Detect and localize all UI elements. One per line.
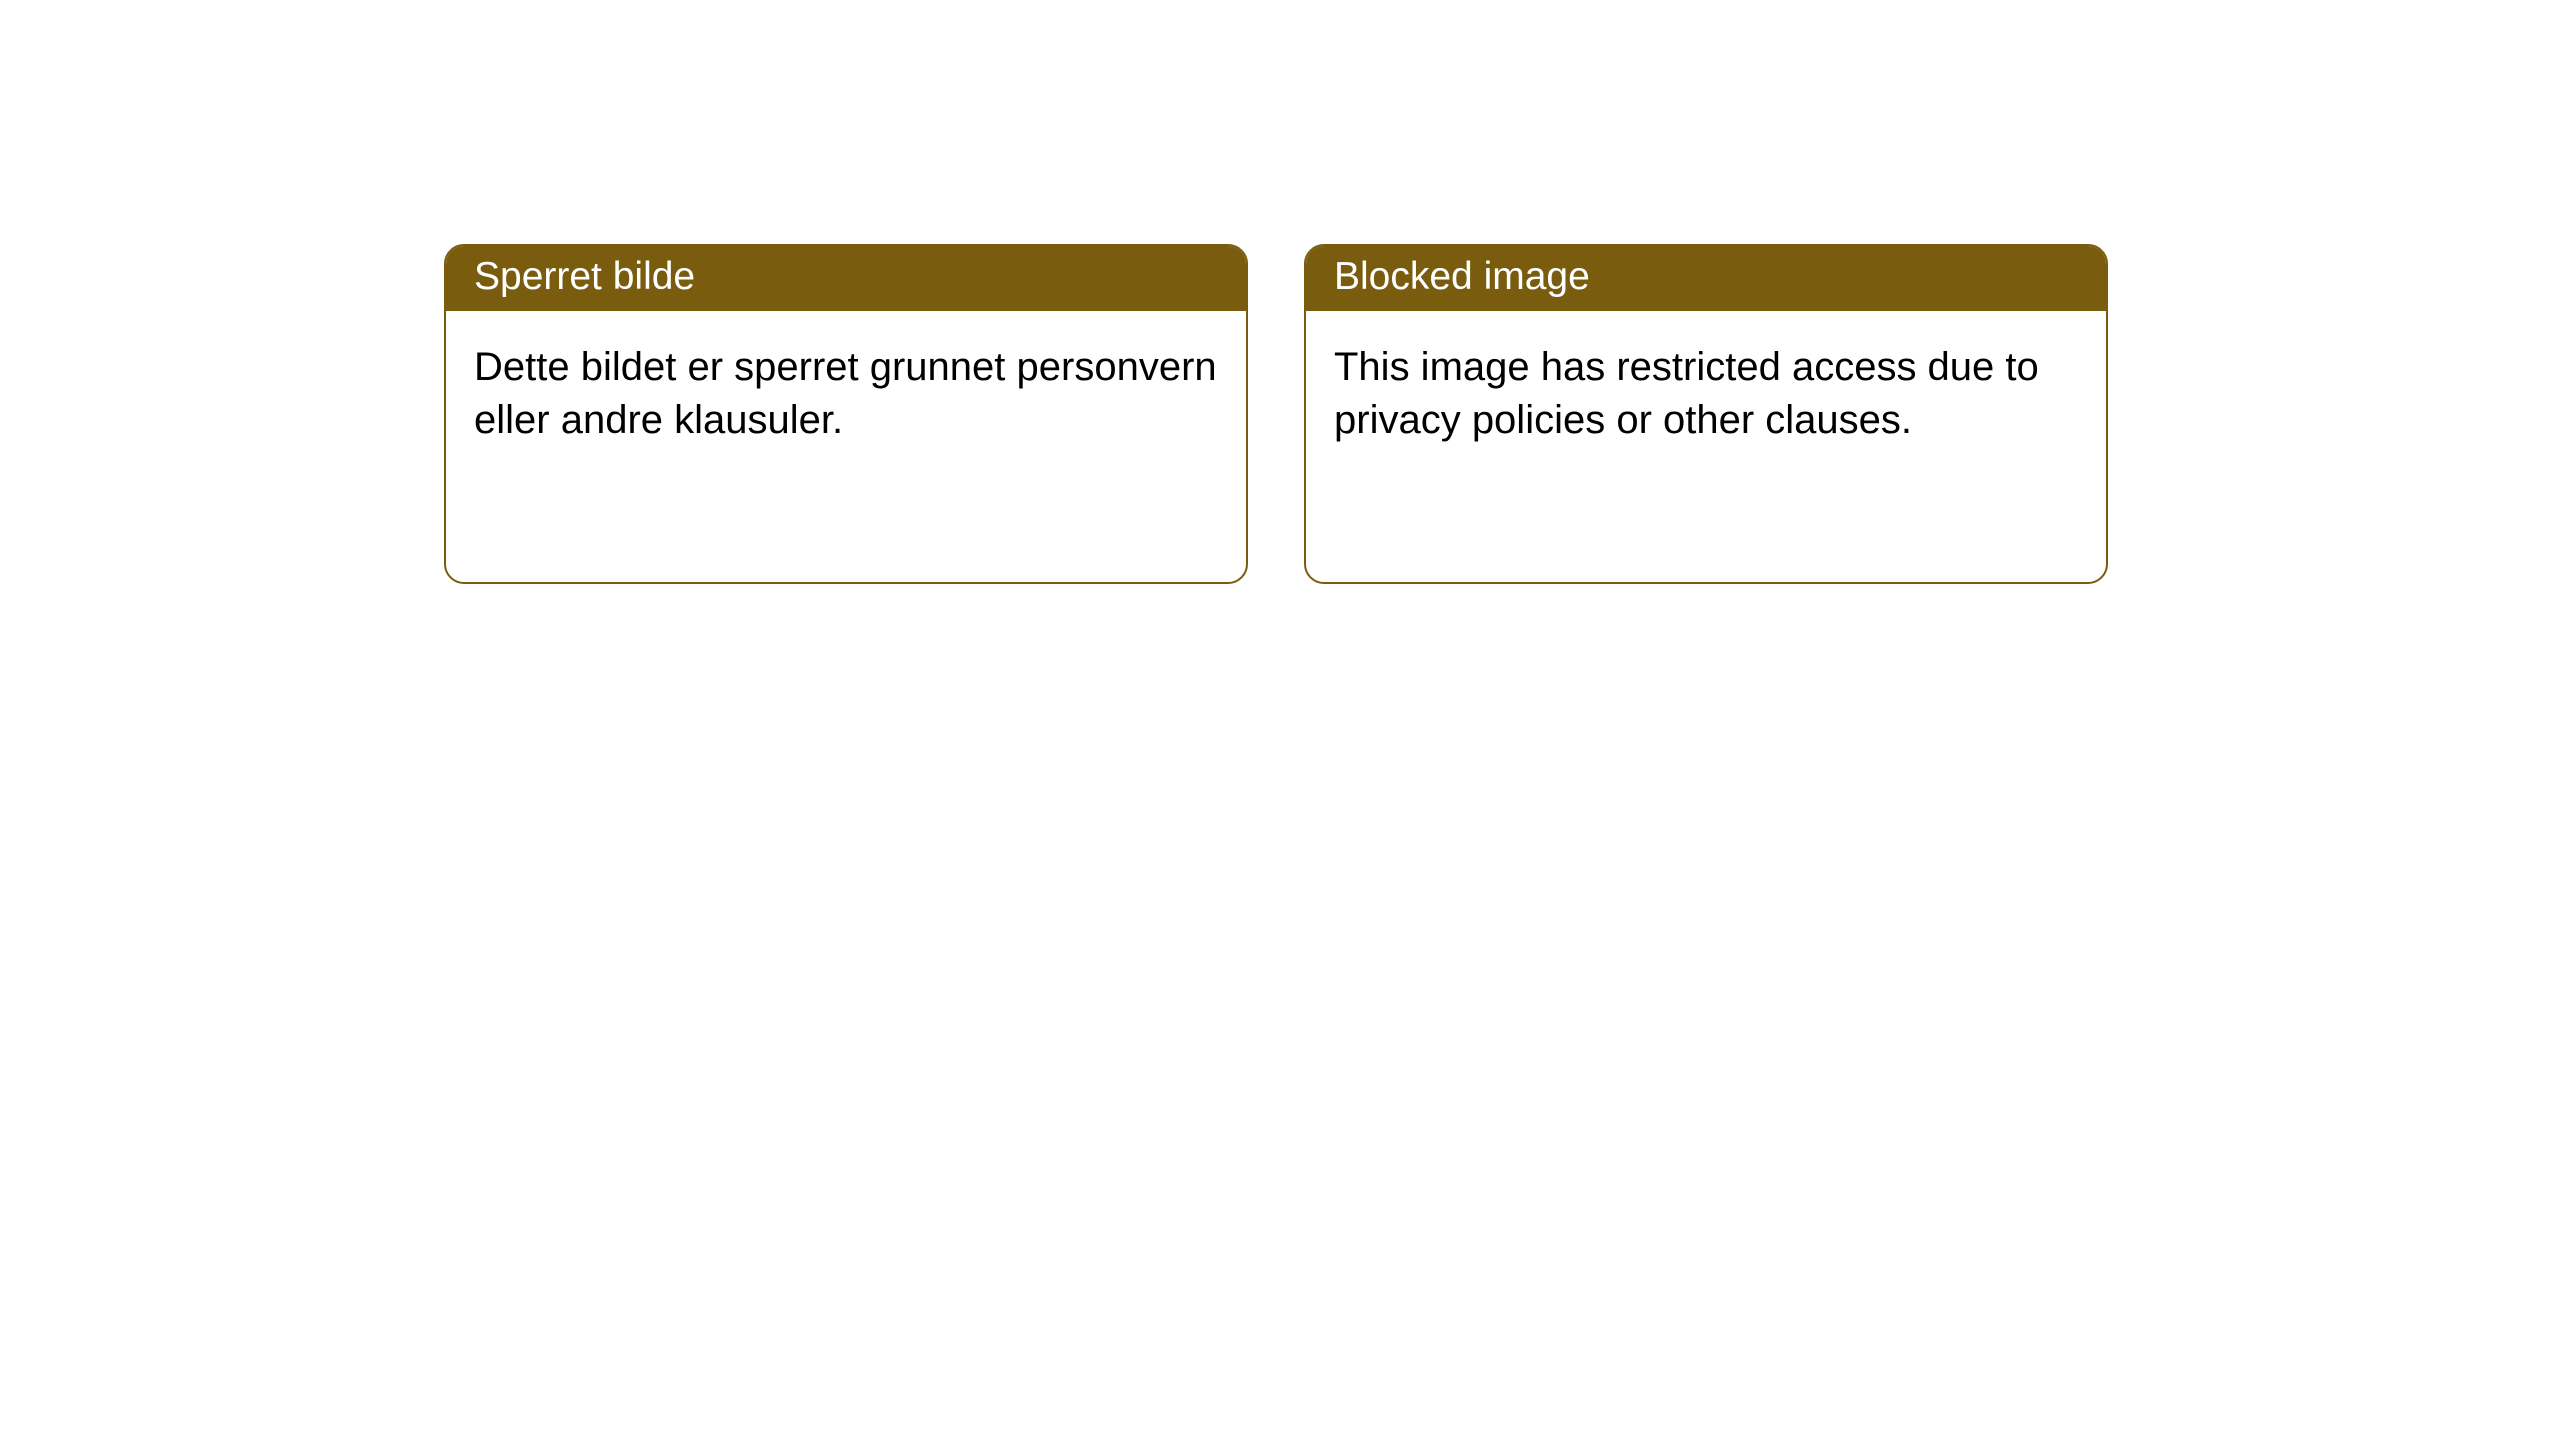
card-header: Sperret bilde: [446, 246, 1246, 311]
card-body: Dette bildet er sperret grunnet personve…: [446, 311, 1246, 477]
card-title: Sperret bilde: [474, 255, 695, 298]
card-body: This image has restricted access due to …: [1306, 311, 2106, 477]
card-english: Blocked image This image has restricted …: [1304, 244, 2108, 584]
card-title: Blocked image: [1334, 255, 1590, 298]
card-header: Blocked image: [1306, 246, 2106, 311]
card-body-text: This image has restricted access due to …: [1334, 345, 2039, 442]
card-body-text: Dette bildet er sperret grunnet personve…: [474, 345, 1217, 442]
card-norwegian: Sperret bilde Dette bildet er sperret gr…: [444, 244, 1248, 584]
cards-container: Sperret bilde Dette bildet er sperret gr…: [0, 0, 2560, 584]
